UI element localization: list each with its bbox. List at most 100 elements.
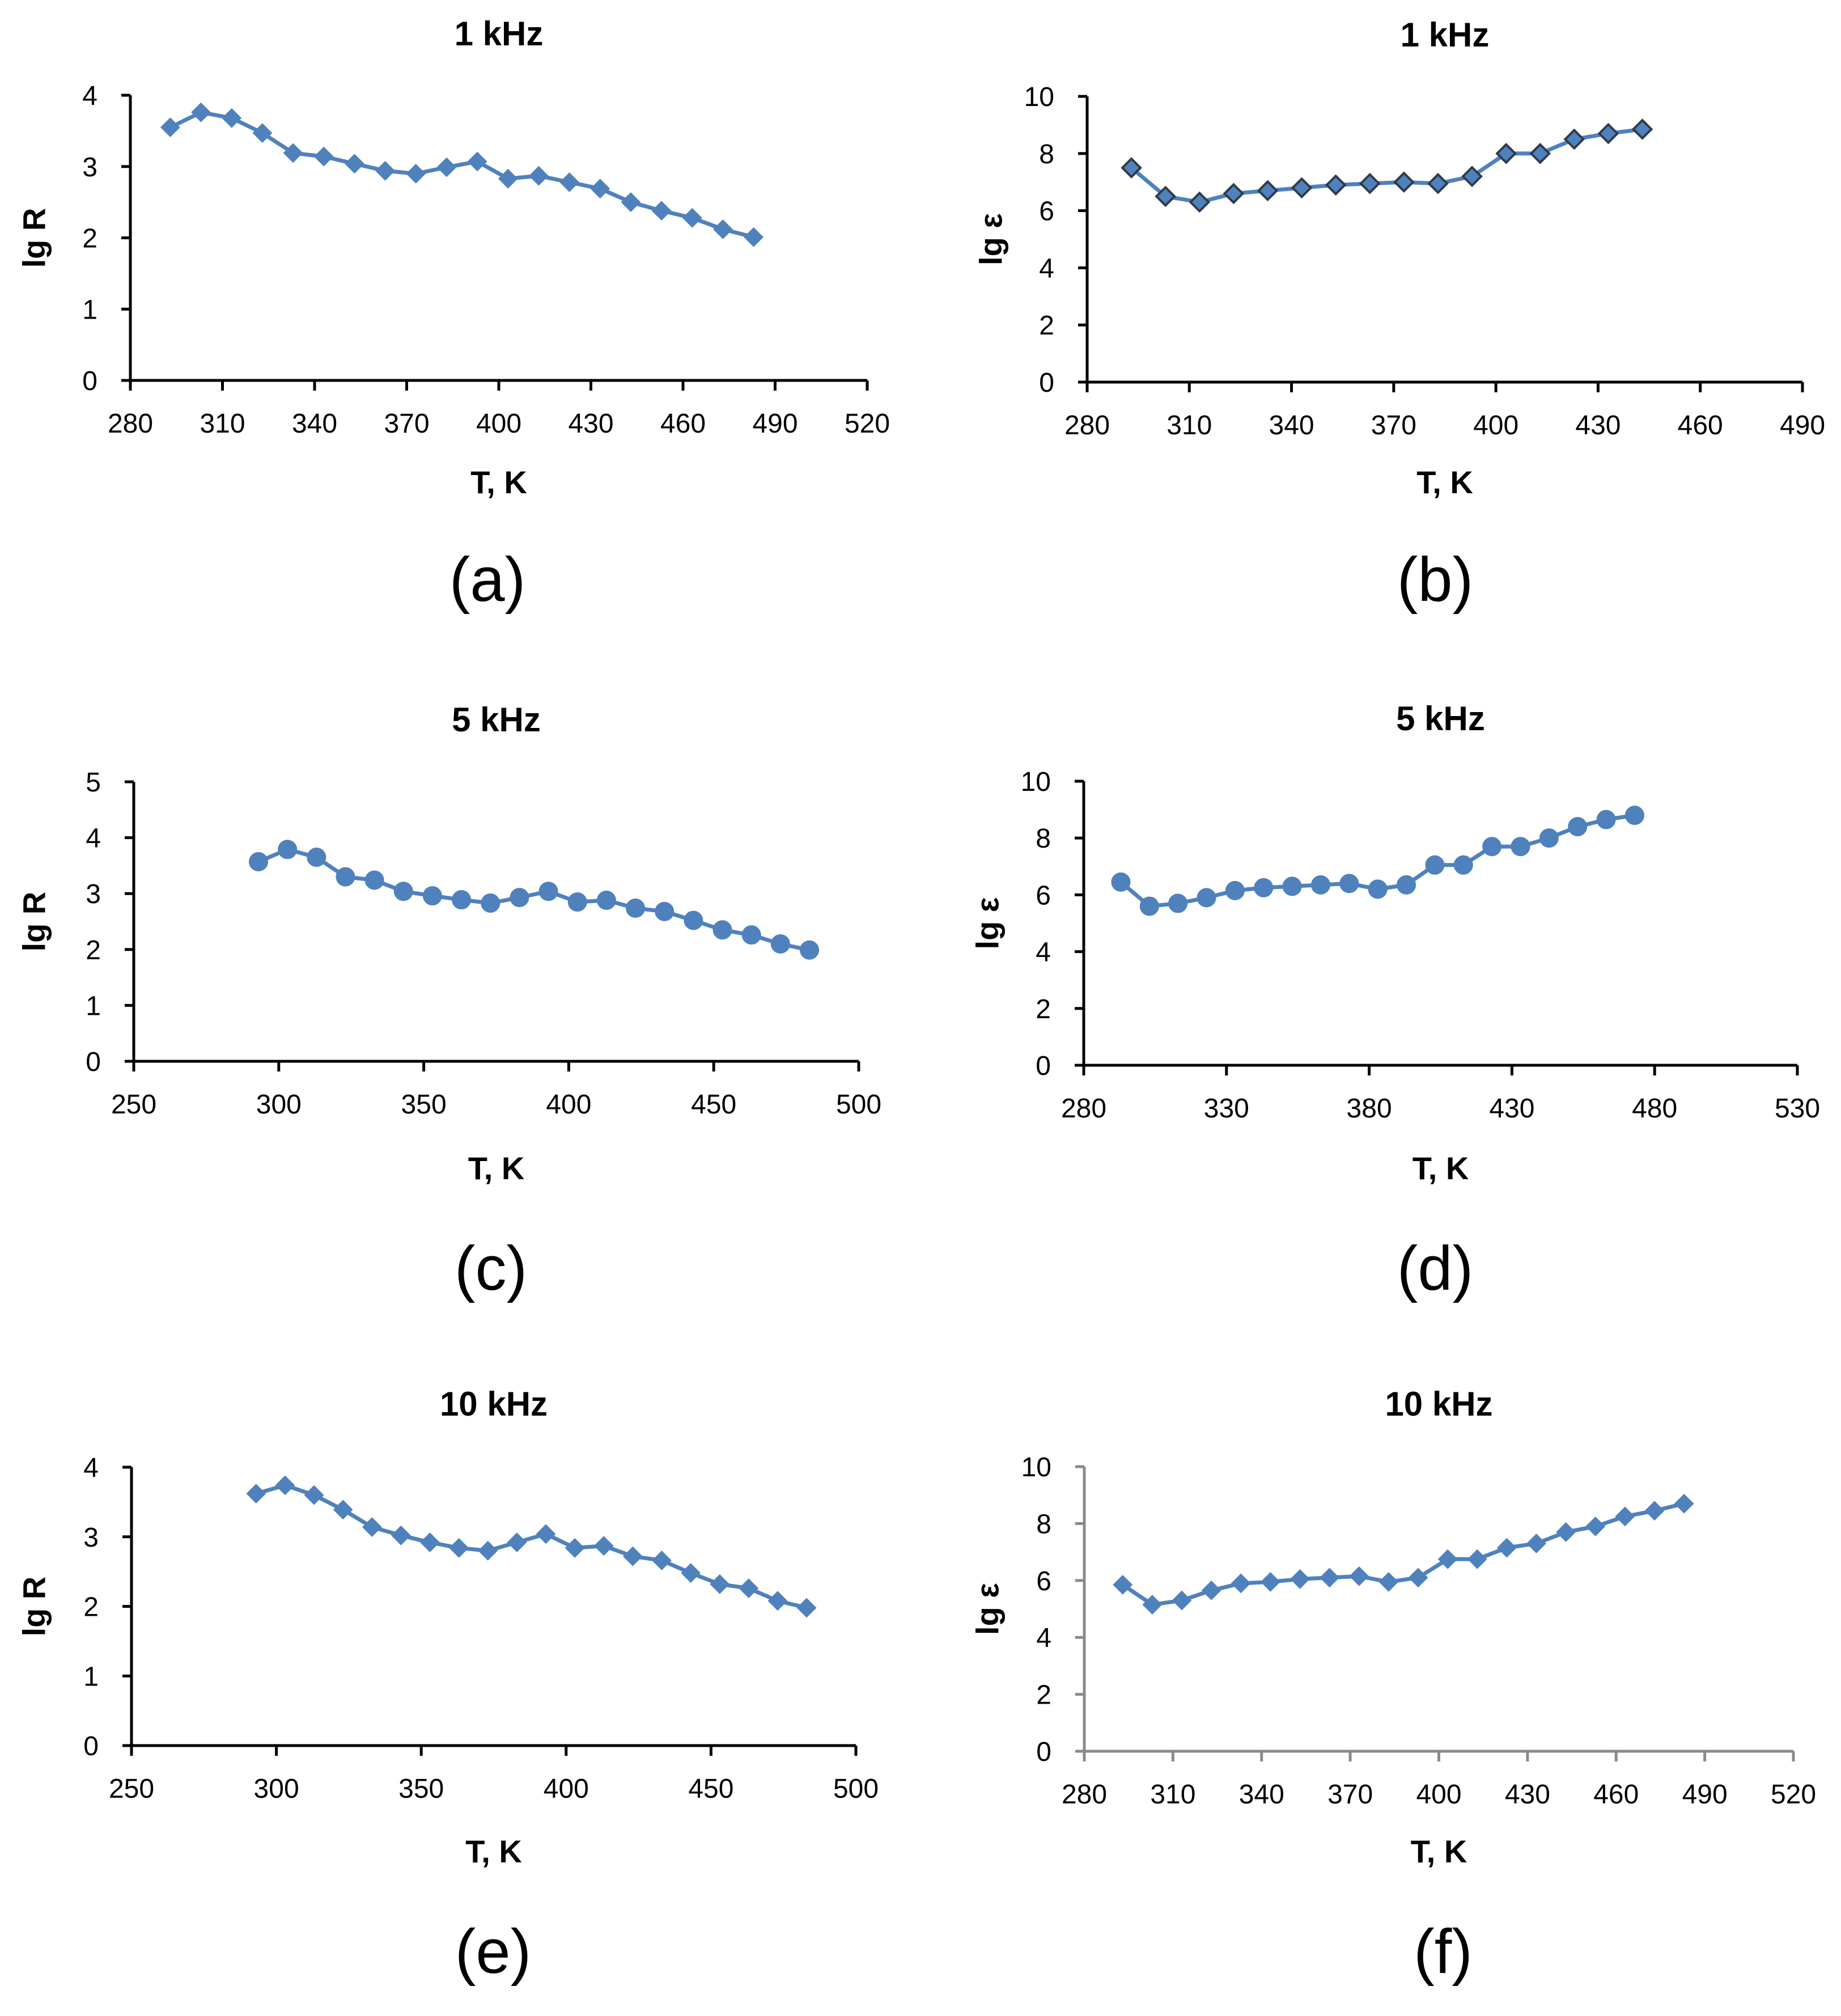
x-tick-label: 280 <box>1061 1094 1106 1124</box>
data-point <box>160 117 180 138</box>
data-point <box>510 888 529 908</box>
x-tick-label: 340 <box>1239 1780 1284 1810</box>
data-point <box>559 172 579 192</box>
data-point <box>422 886 442 906</box>
y-tick-label: 10 <box>1021 1452 1051 1483</box>
data-point <box>1539 828 1559 848</box>
data-point <box>536 1524 556 1544</box>
data-point <box>1113 1574 1133 1595</box>
x-tick-label: 310 <box>1150 1780 1195 1810</box>
y-tick-label: 0 <box>86 1047 101 1077</box>
data-point <box>406 163 426 184</box>
data-point <box>1596 810 1616 829</box>
y-tick-label: 6 <box>1036 1566 1051 1596</box>
y-tick-label: 6 <box>1036 880 1051 910</box>
y-tick-label: 4 <box>82 81 97 111</box>
y-tick-label: 1 <box>82 295 97 325</box>
data-point <box>1349 1566 1369 1586</box>
x-axis-title: T, K <box>1411 1833 1467 1869</box>
data-point <box>1495 142 1517 164</box>
y-tick-label: 8 <box>1039 139 1054 170</box>
y-axis-title: lg ε <box>970 897 1006 950</box>
data-point <box>1282 876 1302 896</box>
y-tick-label: 2 <box>82 224 97 254</box>
data-point <box>1189 191 1211 213</box>
data-point <box>1168 893 1188 913</box>
data-point <box>1393 171 1415 193</box>
data-point <box>393 882 413 901</box>
chart-title: 10 kHz <box>440 1385 548 1423</box>
x-tick-label: 530 <box>1775 1094 1820 1124</box>
x-tick-label: 340 <box>292 409 337 439</box>
data-point <box>1197 888 1216 908</box>
x-axis-title: T, K <box>1412 1150 1469 1186</box>
y-tick-label: 10 <box>1024 82 1054 112</box>
y-tick-label: 4 <box>1039 253 1054 283</box>
y-tick-label: 4 <box>86 824 101 854</box>
x-tick-label: 280 <box>108 409 153 439</box>
data-point <box>1437 1549 1458 1569</box>
y-tick-label: 3 <box>83 1523 99 1553</box>
data-point <box>1674 1493 1694 1514</box>
data-point <box>1526 1534 1546 1553</box>
data-point <box>1496 1538 1517 1558</box>
data-point <box>1225 880 1245 900</box>
panel-label: (c) <box>455 1234 527 1303</box>
data-point <box>529 166 549 186</box>
data-point <box>1408 1568 1428 1588</box>
data-point <box>436 157 457 177</box>
data-point <box>596 891 616 910</box>
data-point <box>1290 1569 1310 1589</box>
chart-panel-4: 5 kHz 0 2 4 6 8 10 280 330 380 430 480 530 T, K lg ε (d… <box>970 700 1821 1303</box>
data-point <box>1260 1572 1280 1592</box>
data-point <box>1397 875 1416 895</box>
x-tick-label: 430 <box>1505 1780 1550 1810</box>
x-tick-label: 500 <box>833 1774 879 1804</box>
data-point <box>1325 174 1347 196</box>
data-point <box>800 940 820 960</box>
data-point <box>621 192 641 213</box>
x-tick-label: 460 <box>1593 1780 1639 1810</box>
x-tick-label: 430 <box>568 409 613 439</box>
y-tick-label: 5 <box>86 768 101 798</box>
x-tick-label: 500 <box>836 1090 881 1120</box>
x-tick-label: 350 <box>401 1090 447 1120</box>
data-point <box>1368 879 1388 899</box>
data-point <box>682 207 702 228</box>
y-tick-label: 0 <box>83 1731 99 1761</box>
data-point <box>498 168 518 189</box>
x-tick-label: 460 <box>1678 410 1723 441</box>
data-point <box>481 893 500 913</box>
data-point <box>565 1538 585 1558</box>
data-point <box>1111 872 1131 892</box>
data-point <box>1644 1501 1665 1521</box>
data-point <box>655 901 675 921</box>
y-tick-label: 2 <box>1036 1680 1051 1710</box>
data-point <box>767 1591 788 1611</box>
data-point <box>1155 185 1177 207</box>
data-point <box>467 151 487 172</box>
x-tick-label: 520 <box>845 409 890 439</box>
y-tick-label: 8 <box>1036 1509 1051 1539</box>
data-point <box>452 890 472 910</box>
x-tick-label: 430 <box>1575 410 1621 441</box>
chart-title: 1 kHz <box>1401 16 1490 54</box>
data-point <box>1121 157 1142 179</box>
data-point <box>1529 142 1551 164</box>
panel-label: (a) <box>449 545 525 615</box>
x-axis-title: T, K <box>1416 464 1473 500</box>
y-tick-label: 3 <box>86 879 101 909</box>
data-point <box>1568 817 1588 837</box>
x-tick-label: 300 <box>256 1090 302 1120</box>
data-point <box>770 934 790 954</box>
data-point <box>420 1532 440 1552</box>
data-point <box>364 870 384 890</box>
data-point <box>1254 878 1274 897</box>
x-tick-label: 370 <box>1327 1780 1373 1810</box>
data-point <box>1467 1549 1487 1569</box>
y-axis-title: lg ε <box>973 213 1009 265</box>
y-tick-label: 2 <box>1039 311 1054 341</box>
x-tick-label: 430 <box>1489 1094 1534 1124</box>
x-tick-label: 400 <box>1473 410 1518 441</box>
